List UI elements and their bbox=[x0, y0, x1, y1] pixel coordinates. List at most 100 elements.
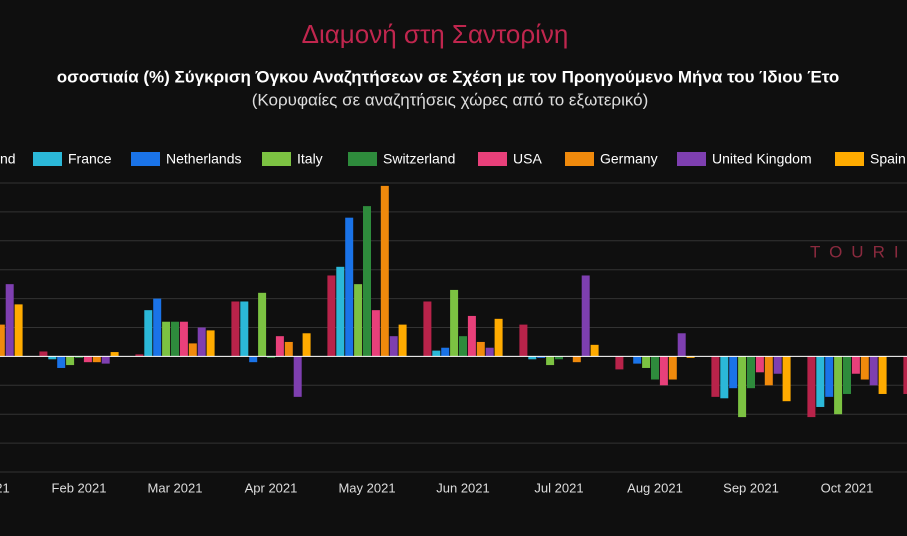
bar bbox=[267, 356, 275, 358]
bar bbox=[903, 356, 907, 394]
bar bbox=[144, 310, 153, 357]
bar bbox=[773, 356, 782, 374]
legend-swatch bbox=[677, 152, 706, 166]
bar bbox=[494, 318, 503, 357]
bar bbox=[66, 356, 75, 366]
bar bbox=[162, 321, 171, 357]
bar bbox=[677, 333, 686, 357]
bar bbox=[171, 321, 179, 357]
bar bbox=[807, 356, 816, 418]
x-tick-label: May 2021 bbox=[338, 480, 395, 495]
bar bbox=[860, 356, 869, 380]
legend-swatch bbox=[835, 152, 864, 166]
bar bbox=[747, 356, 755, 389]
bar bbox=[572, 356, 581, 363]
bar bbox=[555, 356, 563, 360]
bar bbox=[153, 298, 162, 357]
bar bbox=[642, 356, 651, 368]
chart-subtitle: οσοστιαία (%) Σύγκριση Όγκου Αναζητήσεων… bbox=[57, 67, 840, 86]
x-tick-label: Jan 2021 bbox=[0, 480, 10, 495]
bar bbox=[528, 356, 537, 360]
bar bbox=[75, 356, 83, 358]
legend-swatch bbox=[565, 152, 594, 166]
bar bbox=[197, 327, 206, 357]
bar bbox=[432, 350, 441, 357]
bar bbox=[249, 356, 258, 363]
bar bbox=[651, 356, 659, 380]
legend-swatch bbox=[33, 152, 62, 166]
bar bbox=[101, 356, 110, 364]
chart-title: Διαμονή στη Σαντορίνη bbox=[302, 19, 569, 49]
bar bbox=[240, 301, 249, 357]
x-tick-label: Feb 2021 bbox=[52, 480, 107, 495]
bar bbox=[57, 356, 66, 368]
bar bbox=[5, 284, 14, 357]
bar bbox=[843, 356, 851, 394]
bar bbox=[851, 356, 860, 374]
bar bbox=[459, 336, 467, 357]
bar bbox=[398, 324, 407, 357]
bar bbox=[275, 336, 284, 357]
bar bbox=[450, 289, 459, 357]
x-tick-label: Apr 2021 bbox=[245, 480, 298, 495]
bar bbox=[782, 356, 791, 402]
bar bbox=[764, 356, 773, 386]
chart-subtitle: (Κορυφαίες σε αναζητήσεις χώρες από το ε… bbox=[252, 90, 649, 109]
bar bbox=[389, 336, 398, 357]
bar bbox=[354, 284, 363, 357]
x-tick-label: Sep 2021 bbox=[723, 480, 779, 495]
bar bbox=[48, 356, 57, 360]
bar bbox=[231, 301, 240, 357]
legend-swatch bbox=[348, 152, 377, 166]
bar bbox=[441, 347, 450, 357]
bar bbox=[363, 206, 371, 357]
bar bbox=[816, 356, 825, 407]
bar bbox=[738, 356, 747, 418]
bar bbox=[206, 330, 215, 357]
bar bbox=[423, 301, 432, 357]
bar bbox=[755, 356, 764, 373]
bar bbox=[834, 356, 843, 415]
bar bbox=[729, 356, 738, 389]
bar bbox=[668, 356, 677, 380]
legend-label: Switzerland bbox=[383, 151, 455, 167]
bar bbox=[110, 352, 119, 357]
bar bbox=[633, 356, 642, 364]
bar bbox=[825, 356, 834, 397]
bar bbox=[0, 324, 5, 357]
watermark: TOURI bbox=[810, 242, 907, 261]
bar bbox=[380, 185, 389, 357]
bar bbox=[39, 351, 48, 357]
legend-label: Spain bbox=[870, 151, 906, 167]
legend-label: Netherlands bbox=[166, 151, 242, 167]
legend-label: France bbox=[68, 151, 112, 167]
bar bbox=[14, 304, 23, 357]
legend-label: Germany bbox=[600, 151, 658, 167]
legend-label: nd bbox=[0, 151, 16, 167]
bar bbox=[135, 354, 144, 357]
bar bbox=[581, 275, 590, 357]
bar bbox=[179, 321, 188, 357]
bar bbox=[615, 356, 624, 370]
legend-label: United Kingdom bbox=[712, 151, 812, 167]
legend-swatch bbox=[262, 152, 291, 166]
legend-label: Italy bbox=[297, 151, 323, 167]
bar bbox=[336, 266, 345, 357]
bar bbox=[546, 356, 555, 366]
bar bbox=[878, 356, 887, 394]
legend-label: USA bbox=[513, 151, 542, 167]
x-tick-label: Mar 2021 bbox=[148, 480, 203, 495]
bar bbox=[590, 344, 599, 357]
bar bbox=[720, 356, 729, 399]
bar bbox=[537, 356, 546, 358]
bar bbox=[711, 356, 720, 397]
bar bbox=[476, 341, 485, 357]
bar bbox=[485, 347, 494, 357]
bar bbox=[659, 356, 668, 386]
bar bbox=[83, 356, 92, 363]
legend-swatch bbox=[478, 152, 507, 166]
bar bbox=[519, 324, 528, 357]
bar bbox=[686, 356, 695, 358]
